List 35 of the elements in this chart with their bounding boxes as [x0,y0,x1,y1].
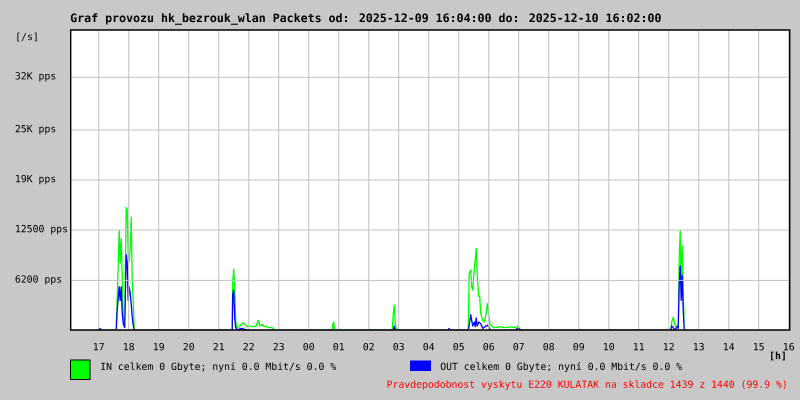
y-tick-label: 12500 pps [16,224,68,234]
x-tick-label: 21 [214,342,224,350]
x-tick-label: 07 [513,342,524,350]
x-tick-label: 15 [754,343,764,350]
x-tick-label: 01 [333,342,344,350]
x-tick-label: 08 [543,342,554,350]
x-tick-label: 19 [154,342,164,350]
x-tick-label: 11 [634,343,644,350]
x-tick-label: 09 [573,342,584,350]
x-tick-label: 10 [604,342,614,350]
x-tick-label: 13 [694,342,704,350]
y-tick-label: 25K pps [16,124,56,134]
x-tick-label: 18 [124,342,134,350]
chart-title: Graf provozu hk_bezrouk_wlan Packets od: 2025-12-09 16:04:00 do: 2025-12-10 16:02:00 [70,13,661,25]
x-tick-label: 03 [393,342,404,350]
y-tick-label: 6200 pps [16,275,62,285]
legend-label: OUT celkem 0 Gbyte; nyní 0.0 Mbit/s 0.0 % [440,362,682,372]
x-tick-label: 00 [303,342,314,350]
x-tick-label: 16 [784,342,794,350]
x-tick-label: 14 [724,343,734,350]
x-tick-label: 17 [94,343,104,350]
x-tick-label: 12 [664,342,674,350]
x-tick-label: 23 [274,342,284,350]
y-tick-label: 19K pps [16,174,56,184]
y-axis-title: [/s] [17,32,37,42]
y-tick-label: 32K pps [16,72,56,82]
x-axis-title: [h] [771,352,785,360]
x-tick-label: 22 [244,342,254,350]
x-tick-label: 02 [363,342,374,350]
x-tick-label: 06 [483,342,494,350]
text: Pravdepodobnost vyskytu E220 KULATAK na skladce 1439 z 1440 (99.9 %) [388,380,786,390]
x-tick-label: 05 [453,342,464,350]
x-tick-label: 04 [423,342,434,350]
legend-label: IN celkem 0 Gbyte; nyní 0.0 Mbit/s 0.0 % [101,362,336,372]
x-tick-label: 20 [184,342,194,350]
